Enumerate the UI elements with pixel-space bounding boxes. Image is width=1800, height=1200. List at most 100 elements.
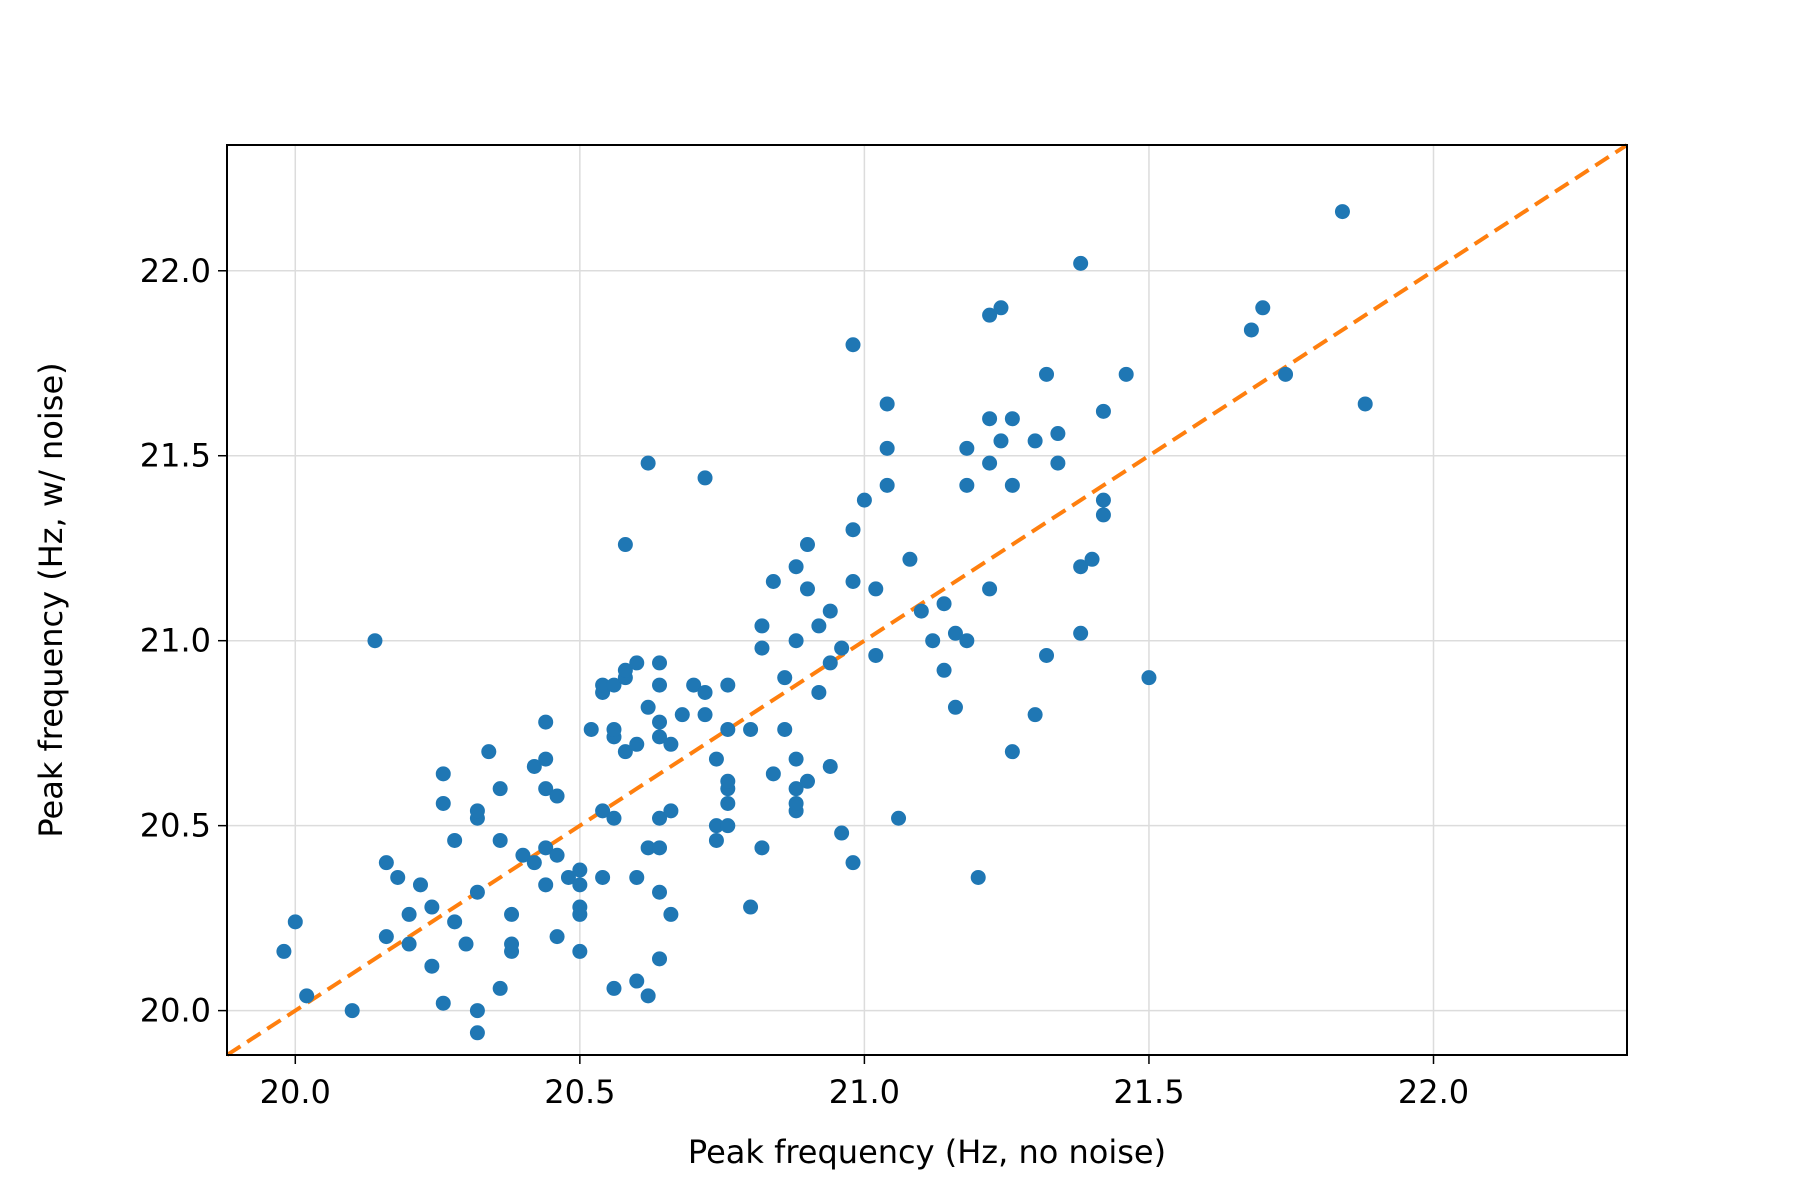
data-point — [595, 803, 611, 819]
x-tick-label: 21.5 — [1113, 1073, 1184, 1111]
data-point — [845, 337, 861, 353]
data-point — [663, 906, 679, 922]
data-point — [902, 551, 918, 567]
data-point — [982, 455, 998, 471]
data-point — [435, 766, 451, 782]
data-point — [652, 884, 668, 900]
data-point — [811, 684, 827, 700]
data-point — [663, 736, 679, 752]
data-point — [822, 603, 838, 619]
data-point — [617, 537, 633, 553]
data-point — [777, 670, 793, 686]
data-point — [469, 803, 485, 819]
data-point — [1004, 477, 1020, 493]
data-point — [1357, 396, 1373, 412]
data-point — [663, 803, 679, 819]
data-point — [1050, 426, 1066, 442]
data-point — [538, 877, 554, 893]
data-point — [765, 766, 781, 782]
data-point — [629, 655, 645, 671]
y-tick-label: 20.0 — [140, 992, 211, 1030]
data-point — [652, 677, 668, 693]
data-point — [697, 470, 713, 486]
data-point — [788, 633, 804, 649]
x-tick-label: 22.0 — [1398, 1073, 1469, 1111]
data-point — [652, 840, 668, 856]
data-point — [743, 721, 759, 737]
data-point — [947, 699, 963, 715]
identity-reference-line — [225, 143, 1629, 1057]
data-point — [572, 943, 588, 959]
data-point — [959, 477, 975, 493]
data-point — [993, 300, 1009, 316]
data-point — [652, 714, 668, 730]
data-point — [378, 855, 394, 871]
data-point — [629, 973, 645, 989]
plot-frame — [226, 144, 1628, 1056]
data-point — [515, 847, 531, 863]
data-point — [822, 655, 838, 671]
data-point — [640, 455, 656, 471]
data-point — [424, 958, 440, 974]
data-point — [401, 906, 417, 922]
data-point — [868, 581, 884, 597]
data-point — [1095, 492, 1111, 508]
data-point — [720, 721, 736, 737]
data-point — [765, 574, 781, 590]
data-point — [435, 795, 451, 811]
data-point — [720, 818, 736, 834]
data-point — [697, 707, 713, 723]
data-point — [754, 618, 770, 634]
data-point — [526, 855, 542, 871]
data-point — [697, 684, 713, 700]
data-point — [799, 773, 815, 789]
data-point — [936, 662, 952, 678]
data-point — [390, 869, 406, 885]
data-point — [652, 810, 668, 826]
data-point — [1073, 559, 1089, 575]
data-point — [549, 788, 565, 804]
data-point — [925, 633, 941, 649]
data-point — [469, 1025, 485, 1041]
data-point — [845, 522, 861, 538]
data-point — [1073, 255, 1089, 271]
data-point — [708, 832, 724, 848]
x-tick-label: 20.5 — [544, 1073, 615, 1111]
data-point — [560, 869, 576, 885]
data-point — [492, 980, 508, 996]
data-point — [538, 751, 554, 767]
y-tick-label: 22.0 — [140, 252, 211, 290]
data-point — [936, 596, 952, 612]
data-point — [845, 855, 861, 871]
data-point — [879, 440, 895, 456]
data-point — [720, 795, 736, 811]
data-point — [595, 869, 611, 885]
y-axis-ticks: 20.0 20.5 21.0 21.5 22.0 — [140, 252, 227, 1030]
data-point — [412, 877, 428, 893]
data-point — [595, 677, 611, 693]
data-point — [708, 751, 724, 767]
data-point — [299, 988, 315, 1004]
data-point — [606, 980, 622, 996]
data-point — [788, 795, 804, 811]
y-tick-label: 20.5 — [140, 807, 211, 845]
data-point — [504, 906, 520, 922]
data-point — [1243, 322, 1259, 338]
reference-line-group — [225, 143, 1629, 1057]
data-point — [1027, 707, 1043, 723]
data-point — [788, 781, 804, 797]
data-point — [481, 744, 497, 760]
data-point — [549, 929, 565, 945]
data-point — [720, 773, 736, 789]
data-point — [777, 721, 793, 737]
x-axis-ticks: 20.0 20.5 21.0 21.5 22.0 — [260, 1055, 1469, 1111]
data-point — [1141, 670, 1157, 686]
data-point — [845, 574, 861, 590]
data-point — [629, 736, 645, 752]
data-point — [970, 869, 986, 885]
data-point — [447, 832, 463, 848]
data-point — [788, 559, 804, 575]
data-point — [458, 936, 474, 952]
